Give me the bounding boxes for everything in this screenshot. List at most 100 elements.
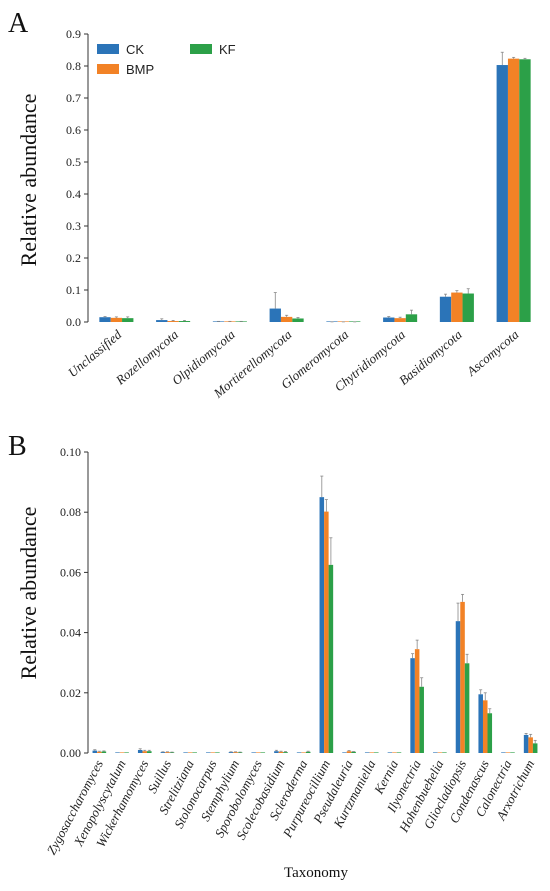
bar-ck <box>115 752 120 753</box>
bar-ck <box>274 751 279 753</box>
bar-kf <box>101 751 107 753</box>
bar-kf <box>519 59 531 322</box>
legend-swatch-ck <box>97 44 119 54</box>
bar-bmp <box>392 752 397 753</box>
y-tick-label: 0.5 <box>66 155 81 169</box>
legend-swatch-kf <box>190 44 212 54</box>
bar-ck <box>137 749 143 753</box>
panel-b-y-axis-label: Relative abundance <box>16 507 41 680</box>
panel-b-label: B <box>8 431 27 462</box>
bar-ck <box>251 752 256 753</box>
panel-a-bars <box>99 51 531 323</box>
y-tick-label: 0.8 <box>66 59 81 73</box>
bar-bmp <box>167 321 179 322</box>
bar-ck <box>496 65 508 322</box>
bar-kf <box>396 752 402 753</box>
y-tick-label: 0.4 <box>66 187 81 201</box>
bar-bmp <box>505 752 511 753</box>
bar-kf <box>462 293 474 322</box>
bar-ck <box>342 752 347 753</box>
bar-bmp <box>142 751 148 753</box>
bar-bmp <box>110 317 123 322</box>
bar-ck <box>99 317 111 322</box>
y-tick-label: 0.1 <box>66 283 81 297</box>
bar-kf <box>147 751 152 753</box>
bar-bmp <box>482 700 488 753</box>
bar-ck <box>156 320 168 322</box>
bar-bmp <box>165 752 170 753</box>
panel-a-axes: 0.0 0.1 0.2 0.3 0.4 0.5 0.6 0.7 0.8 0.9 Unclassifi… <box>65 27 522 401</box>
bar-bmp <box>255 752 261 753</box>
bar-ck <box>523 734 529 753</box>
bar-ck <box>455 621 461 753</box>
bar-kf <box>192 752 197 753</box>
panel-b-bars <box>92 475 538 753</box>
bar-kf <box>442 752 447 753</box>
bar-kf <box>260 752 266 753</box>
bar-ck <box>319 497 325 753</box>
bar-ck <box>478 694 483 753</box>
bar-bmp <box>528 737 533 753</box>
x-tick-label: Unclassified <box>65 326 125 380</box>
bar-ck <box>296 752 302 753</box>
y-tick-label: 0.08 <box>60 505 81 519</box>
x-tick-label: Basidiomycota <box>396 326 465 387</box>
bar-bmp <box>301 752 306 753</box>
bar-bmp <box>210 752 216 753</box>
bar-ck <box>501 752 506 753</box>
bar-kf <box>305 751 311 753</box>
bar-bmp <box>324 511 329 753</box>
y-tick-label: 0.6 <box>66 123 81 137</box>
bar-kf <box>292 318 304 322</box>
bar-bmp <box>369 752 375 753</box>
bar-bmp <box>394 318 406 322</box>
bar-kf <box>237 752 243 753</box>
y-tick-label: 0.00 <box>60 746 81 760</box>
bar-bmp <box>346 751 352 753</box>
bar-ck <box>433 752 438 753</box>
bar-kf <box>374 752 379 753</box>
bar-bmp <box>507 58 520 322</box>
bar-bmp <box>460 601 465 753</box>
bar-bmp <box>437 752 443 753</box>
bar-kf <box>178 321 191 322</box>
x-tick-label: Ascomycota <box>463 326 522 379</box>
bar-ck <box>387 752 393 753</box>
y-tick-label: 0.7 <box>66 91 81 105</box>
legend-label-kf: KF <box>219 42 236 57</box>
bar-kf <box>510 752 515 753</box>
bar-ck <box>439 296 452 322</box>
bar-ck <box>160 752 166 753</box>
bar-bmp <box>97 751 102 753</box>
bar-kf <box>215 752 220 753</box>
bar-bmp <box>187 752 193 753</box>
bar-kf <box>283 752 288 753</box>
bar-ck <box>383 317 395 322</box>
bar-ck <box>92 750 98 753</box>
y-tick-label: 0.10 <box>60 445 81 459</box>
y-tick-label: 0.04 <box>60 626 81 640</box>
bar-ck <box>183 752 188 753</box>
bar-kf <box>405 314 418 322</box>
bar-bmp <box>233 752 238 753</box>
bar-ck <box>206 752 211 753</box>
bar-kf <box>328 564 334 753</box>
bar-ck <box>364 752 370 753</box>
legend-swatch-bmp <box>97 64 119 74</box>
y-tick-label: 0.0 <box>66 315 81 329</box>
bar-bmp <box>119 752 125 753</box>
bar-ck <box>228 752 234 753</box>
bar-kf <box>464 663 470 753</box>
panel-a-y-axis-label: Relative abundance <box>16 94 41 267</box>
panel-a: A Relative abundance 0.00.10.20.30.40.50… <box>8 8 531 401</box>
y-tick-label: 0.02 <box>60 686 81 700</box>
bar-bmp <box>414 649 420 753</box>
bar-kf <box>169 752 175 753</box>
legend-label-bmp: BMP <box>126 62 154 77</box>
bar-kf <box>487 713 493 753</box>
bar-ck <box>410 658 415 753</box>
bar-bmp <box>280 316 293 322</box>
legend-label-ck: CK <box>126 42 144 57</box>
panel-b: B Relative abundance Taxonomy 0.00 0.02 0.… <box>8 431 538 881</box>
